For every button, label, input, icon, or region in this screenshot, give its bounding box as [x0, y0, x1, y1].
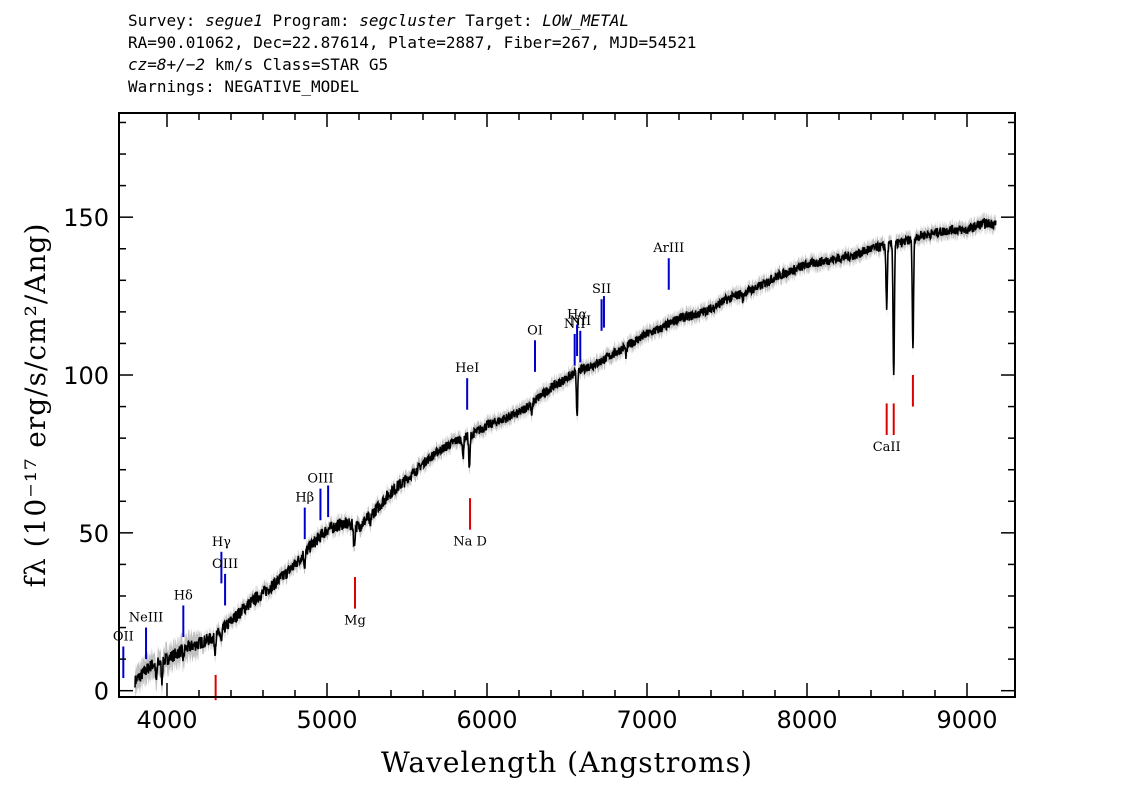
survey-label: Survey:	[128, 11, 196, 30]
error-band-area	[135, 211, 996, 701]
program-label: Program:	[272, 11, 350, 30]
line-label: CaII	[873, 440, 901, 455]
x-axis-title: Wavelength (Angstroms)	[381, 746, 753, 779]
error-band	[135, 211, 996, 701]
header-line-redshift: cz=8+/−2 km/s Class=STAR G5	[128, 54, 696, 76]
line-label: SII	[592, 282, 611, 297]
line-label: Hβ	[295, 491, 314, 506]
x-tick-label: 6000	[456, 706, 517, 734]
class-value: km/s Class=STAR G5	[205, 55, 389, 74]
header-line-survey: Survey: segue1 Program: segcluster Targe…	[128, 10, 696, 32]
line-label: OI	[527, 323, 543, 338]
line-label: NII	[564, 317, 586, 332]
line-label: OIII	[307, 472, 333, 487]
line-label: Mg	[344, 614, 366, 629]
y-tick-label: 100	[63, 362, 109, 390]
x-tick-label: 7000	[616, 706, 677, 734]
axis-ticks	[119, 113, 1015, 697]
y-tick-label: 150	[63, 204, 109, 232]
survey-value: segue1	[205, 11, 263, 30]
y-axis-title: fλ (10⁻¹⁷ erg/s/cm²/Ang)	[19, 223, 52, 588]
line-label: Hα	[567, 308, 587, 323]
y-tick-label: 50	[78, 520, 109, 548]
line-label: Na D	[453, 535, 487, 550]
line-label: OIII	[212, 557, 238, 572]
redshift-value: cz=8+/−2	[128, 55, 206, 74]
spectrum-header: Survey: segue1 Program: segcluster Targe…	[128, 10, 696, 98]
x-tick-label: 8000	[776, 706, 837, 734]
line-label: NII	[569, 314, 591, 329]
y-tick-label: 0	[94, 678, 109, 706]
line-label: HeI	[455, 361, 479, 376]
target-value: LOW_METAL	[542, 11, 629, 30]
line-label: OII	[113, 629, 134, 644]
header-line-warnings: Warnings: NEGATIVE_MODEL	[128, 77, 360, 96]
x-tick-label: 9000	[936, 706, 997, 734]
target-label: Target:	[465, 11, 533, 30]
spectrum-line	[134, 217, 997, 688]
line-label: Hγ	[212, 535, 231, 550]
header-line-coords: RA=90.01062, Dec=22.87614, Plate=2887, F…	[128, 33, 697, 52]
line-label: Hδ	[174, 588, 193, 603]
x-tick-label: 5000	[296, 706, 357, 734]
line-label: ArIII	[652, 241, 684, 256]
plot-frame	[118, 112, 1016, 698]
line-label: NeIII	[129, 611, 163, 626]
program-value: segcluster	[359, 11, 456, 30]
x-tick-label: 4000	[136, 706, 197, 734]
spectrum-series	[134, 217, 997, 688]
tick-labels: 4000 5000 6000 7000 8000 9000 0 50 100 150	[63, 204, 997, 734]
